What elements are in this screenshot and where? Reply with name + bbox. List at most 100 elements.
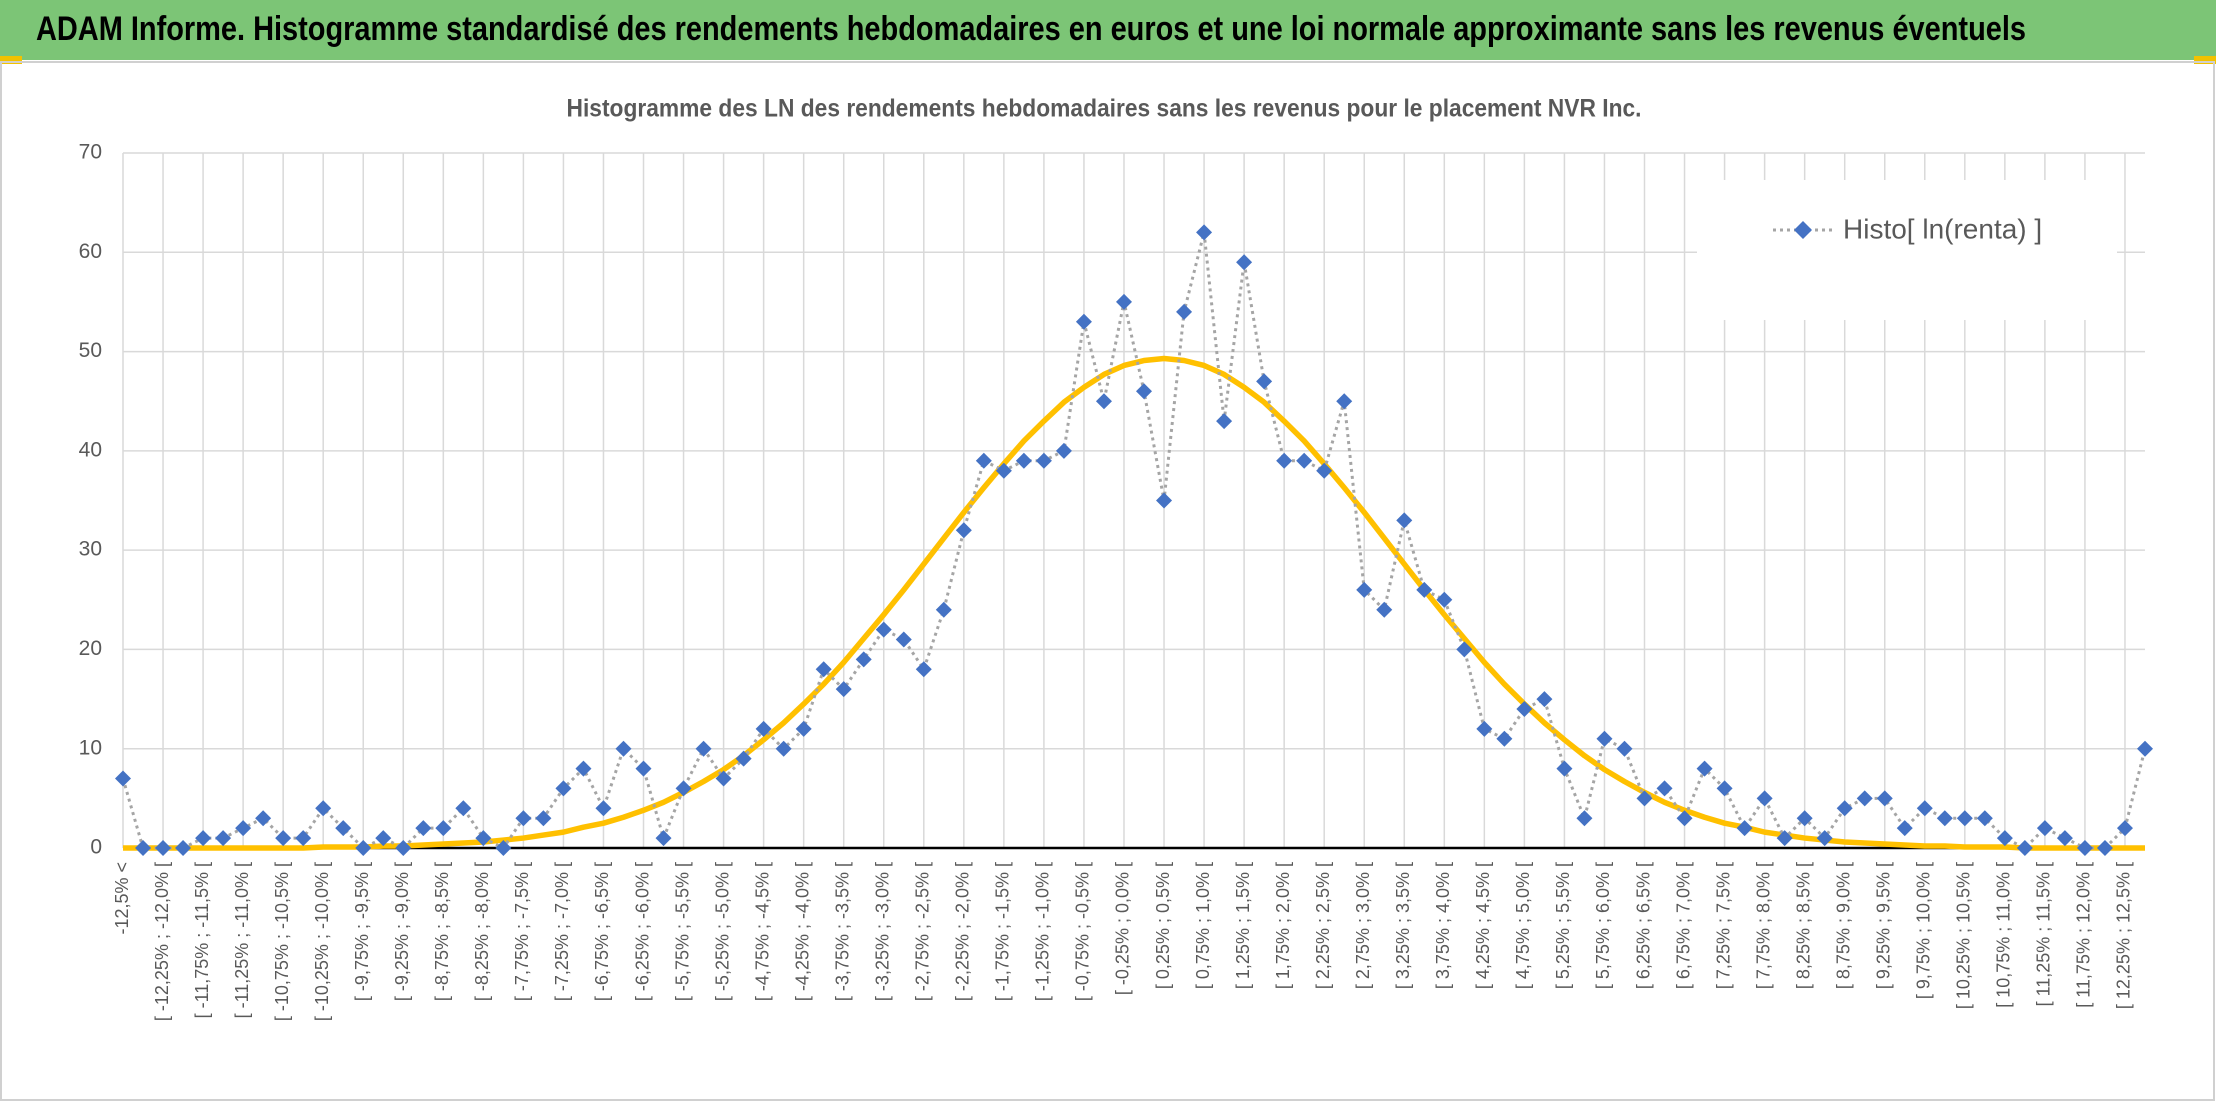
data-point bbox=[1816, 830, 1833, 847]
data-point bbox=[695, 740, 712, 757]
data-point bbox=[2076, 840, 2093, 856]
x-tick-label: [ 1,75% ; 2,0% [ bbox=[1273, 862, 1293, 989]
x-tick-label: [ 6,25% ; 6,5% [ bbox=[1633, 862, 1653, 989]
data-point bbox=[1876, 790, 1893, 807]
data-point bbox=[255, 810, 272, 827]
data-point bbox=[1256, 373, 1273, 390]
x-tick-label: [ 3,75% ; 4,0% [ bbox=[1433, 862, 1453, 989]
x-tick-label: [ 3,25% ; 3,5% [ bbox=[1393, 862, 1413, 989]
data-point bbox=[455, 800, 472, 817]
data-point bbox=[1516, 701, 1533, 717]
data-point bbox=[355, 840, 372, 856]
data-point bbox=[935, 601, 952, 618]
x-tick-label: [ -1,25% ; -1,0% [ bbox=[1033, 862, 1053, 1001]
data-point bbox=[1095, 393, 1112, 410]
data-point bbox=[2056, 830, 2073, 847]
x-tick-label: [ -10,25% ; -10,0% [ bbox=[312, 862, 332, 1021]
y-tick-label: 0 bbox=[90, 836, 102, 859]
x-tick-label: [ -8,25% ; -8,0% [ bbox=[472, 862, 492, 1001]
x-tick-label: [ 9,25% ; 9,5% [ bbox=[1873, 862, 1893, 989]
data-point bbox=[215, 830, 232, 847]
data-point bbox=[1376, 601, 1393, 618]
x-tick-label: [ 8,25% ; 8,5% [ bbox=[1793, 862, 1813, 989]
data-point bbox=[1196, 224, 1213, 241]
x-tick-label: [ -0,75% ; -0,5% [ bbox=[1073, 862, 1093, 1001]
data-point bbox=[1956, 810, 1973, 827]
data-point bbox=[1536, 691, 1553, 708]
data-point bbox=[895, 631, 912, 648]
data-point bbox=[1055, 442, 1072, 459]
x-tick-label: [ -3,75% ; -3,5% [ bbox=[832, 862, 852, 1001]
data-point bbox=[195, 830, 212, 847]
data-point bbox=[1216, 413, 1233, 430]
data-point bbox=[1716, 780, 1733, 797]
x-tick-label: [ -7,75% ; -7,5% [ bbox=[512, 862, 532, 1001]
data-point bbox=[1416, 581, 1433, 598]
data-point bbox=[635, 760, 652, 777]
data-point bbox=[1796, 810, 1813, 827]
data-point bbox=[1356, 581, 1373, 598]
data-point bbox=[1276, 452, 1293, 469]
data-point bbox=[675, 780, 692, 797]
data-point bbox=[1636, 790, 1653, 807]
data-point bbox=[1115, 293, 1132, 310]
data-point bbox=[315, 800, 332, 817]
data-point bbox=[235, 820, 252, 837]
x-tick-label: [ -9,75% ; -9,5% [ bbox=[352, 862, 372, 1001]
x-tick-label: [ -2,75% ; -2,5% [ bbox=[913, 862, 933, 1001]
data-point bbox=[1836, 800, 1853, 817]
data-point bbox=[735, 750, 752, 767]
x-tick-label: [ 0,75% ; 1,0% [ bbox=[1193, 862, 1213, 989]
y-tick-label: 20 bbox=[79, 637, 102, 660]
data-point bbox=[995, 462, 1012, 479]
data-point bbox=[1756, 790, 1773, 807]
data-point bbox=[1556, 760, 1573, 777]
data-point bbox=[1856, 790, 1873, 807]
x-tick-label: [ -7,25% ; -7,0% [ bbox=[552, 862, 572, 1001]
data-point bbox=[1676, 810, 1693, 827]
data-point bbox=[1696, 760, 1713, 777]
legend-marker bbox=[1794, 221, 1812, 239]
x-tick-label: [ -5,25% ; -5,0% [ bbox=[712, 862, 732, 1001]
data-point bbox=[1476, 720, 1493, 737]
data-point bbox=[1156, 492, 1173, 509]
x-tick-label: [ 4,75% ; 5,0% [ bbox=[1513, 862, 1533, 989]
chart-title: Histogramme des LN des rendements hebdom… bbox=[567, 95, 1642, 123]
data-point bbox=[1456, 641, 1473, 658]
data-point bbox=[1015, 452, 1032, 469]
data-point bbox=[715, 770, 732, 787]
x-tick-label: [ 4,25% ; 4,5% [ bbox=[1473, 862, 1493, 989]
data-point bbox=[2036, 820, 2053, 837]
x-tick-label: [ -4,75% ; -4,5% [ bbox=[752, 862, 772, 1001]
x-tick-label: [ 5,75% ; 6,0% [ bbox=[1593, 862, 1613, 989]
header-title: ADAM Informe. Histogramme standardisé de… bbox=[36, 10, 2026, 48]
y-tick-label: 30 bbox=[79, 538, 102, 561]
data-point bbox=[1316, 462, 1333, 479]
data-point bbox=[395, 840, 412, 856]
data-point bbox=[535, 810, 552, 827]
y-tick-label: 50 bbox=[79, 339, 102, 362]
data-point bbox=[1496, 730, 1513, 747]
data-point bbox=[1576, 810, 1593, 827]
x-tick-label: [ -6,25% ; -6,0% [ bbox=[632, 862, 652, 1001]
data-point bbox=[1896, 820, 1913, 837]
x-tick-label: [ 5,25% ; 5,5% [ bbox=[1553, 862, 1573, 989]
data-point bbox=[655, 830, 672, 847]
x-tick-label: [ 12,25% ; 12,5% [ bbox=[2114, 862, 2134, 1009]
x-tick-label: [ 2,75% ; 3,0% [ bbox=[1353, 862, 1373, 989]
data-point bbox=[595, 800, 612, 817]
x-tick-label: [ -0,25% ; 0,0% [ bbox=[1113, 862, 1133, 995]
x-tick-label: [ -11,25% ; -11,0% [ bbox=[232, 862, 252, 1018]
data-point bbox=[2016, 840, 2033, 856]
chart-border bbox=[0, 61, 2215, 1101]
x-tick-label: [ -8,75% ; -8,5% [ bbox=[432, 862, 452, 1001]
data-point bbox=[875, 621, 892, 638]
data-point bbox=[855, 651, 872, 668]
x-tick-label: [ -12,25% ; -12,0% [ bbox=[152, 862, 172, 1021]
normal-curve bbox=[123, 355, 2145, 851]
data-point bbox=[1075, 313, 1092, 330]
x-tick-label: [ -5,75% ; -5,5% [ bbox=[672, 862, 692, 1001]
data-point bbox=[1336, 393, 1353, 410]
data-point bbox=[495, 840, 512, 856]
